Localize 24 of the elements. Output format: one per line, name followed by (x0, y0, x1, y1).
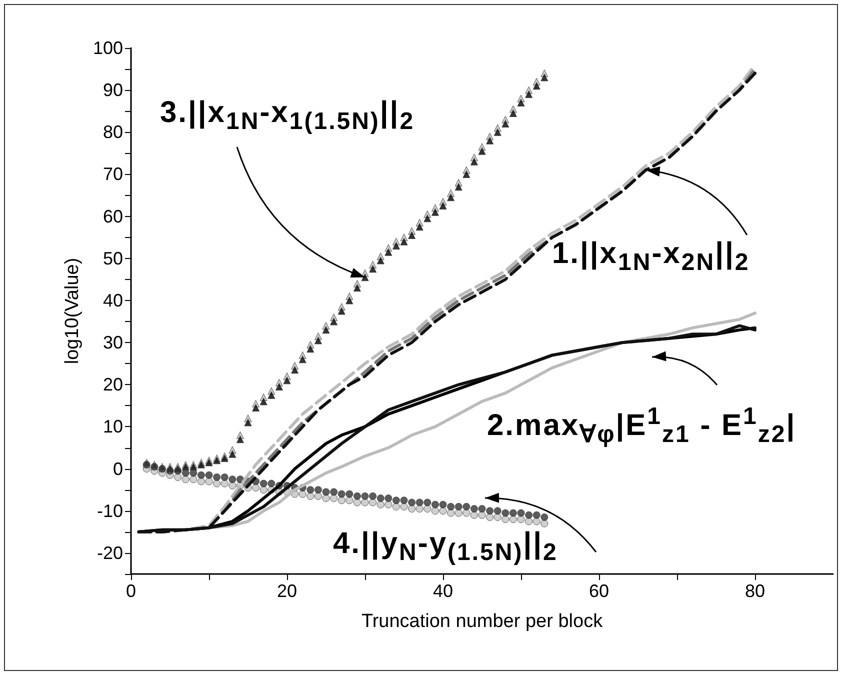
y-tick-label: 40 (102, 290, 123, 310)
y-axis-title: log10(Value) (62, 258, 84, 364)
y-tick-label: 80 (102, 122, 123, 142)
y-tick-label: 30 (102, 332, 123, 353)
y-tick-label: 70 (102, 164, 123, 184)
x-tick-label: 80 (744, 581, 766, 601)
y-tick-label: 50 (102, 248, 123, 268)
y-tick-label: -10 (96, 500, 123, 521)
y-tick-label: 100 (92, 38, 123, 58)
x-tick-label: 20 (276, 581, 298, 601)
x-axis-title: Truncation number per block (361, 611, 604, 632)
annotation: 3.||x$_{1N}$-x$_{1(1.5N)}$||$_{2}$ (160, 95, 415, 137)
annotation: 1.||x$_{1N}$-x$_{2N}$||$_{2}$ (552, 236, 750, 278)
y-tick-label: 20 (102, 374, 123, 395)
x-tick-label: 40 (432, 581, 454, 601)
y-tick-label: -20 (96, 542, 123, 563)
y-tick-label: 0 (112, 458, 123, 479)
y-tick-label: 60 (102, 206, 123, 226)
y-tick-label: 90 (102, 80, 123, 100)
x-tick-label: 0 (126, 581, 136, 601)
x-tick-label: 60 (588, 581, 610, 601)
text: 2.max$_{∀φ}$|E$^{1}$$_{z1}$ - E$^{1}$$_{z2}$| (487, 403, 796, 448)
annotation: 4.||y$_{N}$-y$_{(1.5N)}$||$_{2}$ (333, 526, 558, 568)
y-tick-label: 10 (102, 416, 123, 437)
